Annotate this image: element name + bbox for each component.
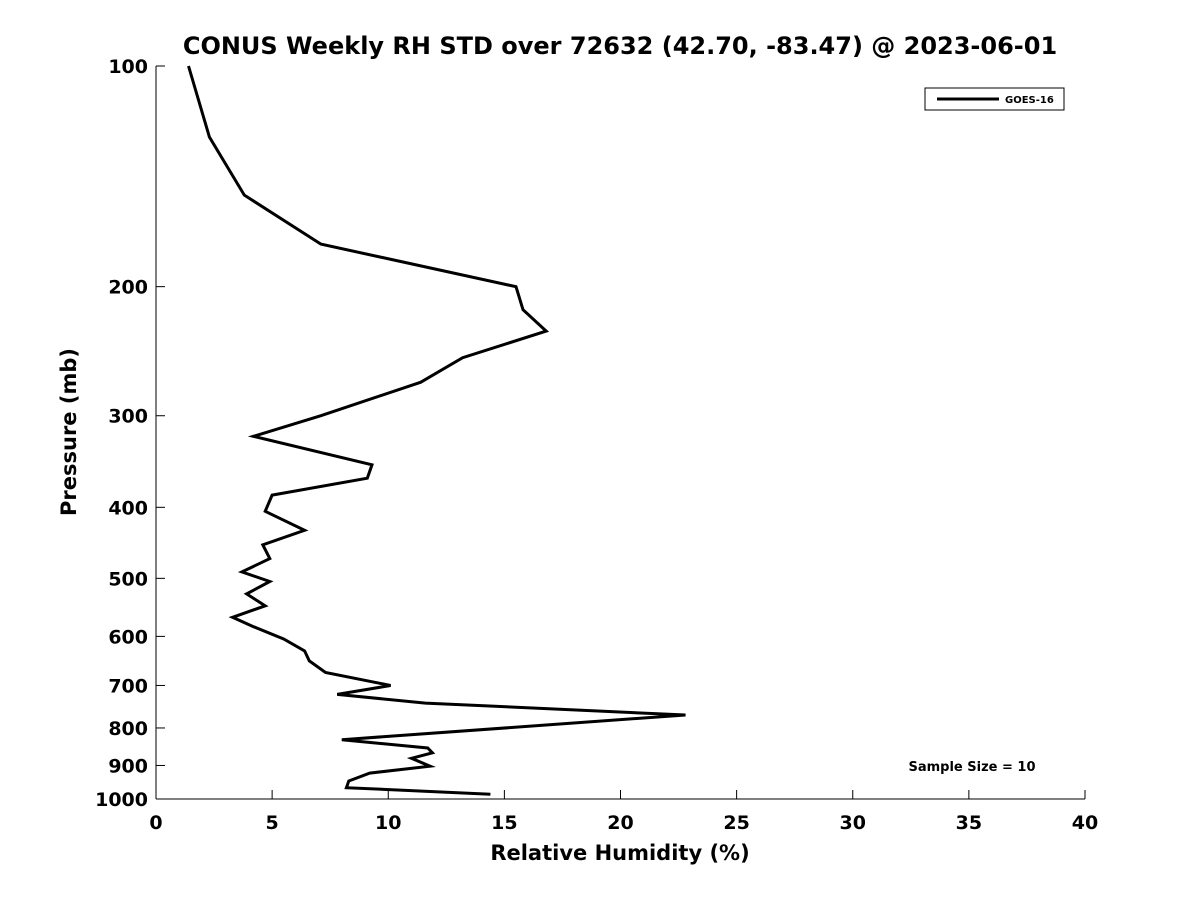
y-tick-label-500: 500 — [108, 568, 148, 590]
legend: GOES-16 — [924, 87, 1065, 111]
x-tick-label-20: 20 — [607, 812, 633, 834]
series-line-goes-16 — [187, 65, 686, 796]
x-tick-label-30: 30 — [840, 812, 866, 834]
x-tick-label-0: 0 — [149, 812, 162, 834]
y-tick-label-600: 600 — [108, 626, 148, 648]
x-axis-ticks: 0 5 10 15 20 25 30 35 40 — [149, 790, 1098, 834]
y-tick-label-100: 100 — [108, 56, 148, 78]
x-tick-label-35: 35 — [956, 812, 982, 834]
legend-label-goes-16: GOES-16 — [1005, 95, 1054, 106]
x-tick-label-25: 25 — [723, 812, 749, 834]
sample-size-annotation: Sample Size = 10 — [908, 760, 1035, 775]
axes — [155, 66, 1085, 800]
y-axis-label: Pressure (mb) — [57, 348, 81, 516]
x-tick-label-10: 10 — [375, 812, 401, 834]
y-tick-label-400: 400 — [108, 497, 148, 519]
chart-title: CONUS Weekly RH STD over 72632 (42.70, -… — [183, 32, 1057, 60]
y-axis-ticks: 100 200 300 400 500 600 700 800 900 1000 — [95, 56, 165, 811]
y-tick-label-1000: 1000 — [95, 789, 148, 811]
x-tick-label-5: 5 — [266, 812, 279, 834]
y-tick-label-300: 300 — [108, 406, 148, 428]
y-tick-label-700: 700 — [108, 675, 148, 697]
y-tick-label-200: 200 — [108, 277, 148, 299]
x-tick-label-40: 40 — [1072, 812, 1098, 834]
series-layer — [187, 65, 686, 796]
y-tick-label-800: 800 — [108, 718, 148, 740]
y-tick-label-900: 900 — [108, 755, 148, 777]
x-tick-label-15: 15 — [491, 812, 517, 834]
x-axis-label: Relative Humidity (%) — [490, 841, 749, 865]
